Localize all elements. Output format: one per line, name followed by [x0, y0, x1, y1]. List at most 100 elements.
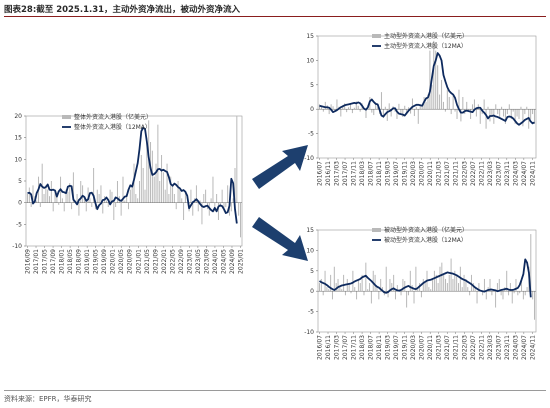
bar [491, 109, 493, 117]
x-tick-label: 2024/11 [529, 161, 536, 186]
bar [82, 185, 84, 203]
x-tick-label: 2024/03 [512, 335, 519, 360]
bar [477, 104, 479, 110]
bar [458, 89, 460, 110]
plot-frame [317, 35, 537, 159]
bar [428, 287, 430, 292]
bar [409, 270, 411, 292]
x-tick-label: 2017/07 [342, 335, 349, 360]
x-tick-label: 2021/03 [436, 335, 443, 360]
bar [419, 104, 421, 110]
bar [422, 278, 424, 292]
bar [433, 270, 435, 292]
bar [509, 283, 511, 292]
bar [478, 283, 480, 292]
bar [461, 287, 463, 292]
x-tick-label: 2023/09 [203, 249, 210, 274]
bar [346, 109, 348, 113]
bar [385, 266, 387, 292]
bar [139, 181, 141, 203]
bar [83, 198, 85, 203]
bar [444, 109, 446, 112]
bar [192, 202, 194, 216]
source-note: 资料来源：EPFR，华泰研究 [4, 395, 92, 403]
bar [91, 202, 93, 207]
bar [232, 198, 234, 203]
arrow-down-right-icon [252, 217, 308, 261]
bar [36, 200, 38, 203]
bar [157, 124, 159, 203]
bar [372, 270, 374, 292]
x-tick-label: 2023/01 [186, 249, 193, 274]
bar [458, 283, 460, 292]
x-tick-label: 2022/11 [478, 161, 485, 186]
bar [515, 278, 517, 292]
bar [452, 94, 454, 110]
bar [508, 291, 510, 296]
x-tick-label: 2020/01 [110, 249, 117, 274]
bar [394, 291, 396, 300]
x-tick-label: 2016/11 [325, 335, 332, 360]
x-tick-label: 2020/11 [427, 161, 434, 186]
bar [456, 274, 458, 292]
bar [522, 109, 524, 127]
bar [322, 109, 324, 112]
bar [382, 109, 384, 118]
bar [71, 202, 73, 210]
bar [450, 109, 452, 115]
x-tick-label: 2017/09 [50, 249, 57, 274]
bar [400, 291, 402, 296]
bar [175, 202, 177, 210]
bar [365, 109, 367, 118]
legend-bar-swatch [372, 34, 381, 38]
bar [446, 283, 448, 292]
bar [439, 94, 441, 110]
bar [39, 202, 41, 207]
bar [516, 109, 518, 117]
x-tick-label: 2022/05 [169, 249, 176, 274]
bar [361, 274, 363, 292]
legend-line-label: 被动型外资流入港股（12MA） [384, 236, 467, 244]
bar [407, 291, 409, 296]
bar [382, 287, 384, 292]
bar [462, 97, 464, 110]
bar [402, 278, 404, 292]
bar [389, 278, 391, 292]
bar [144, 189, 146, 203]
bar [109, 189, 111, 203]
x-tick-label: 2022/07 [470, 161, 477, 186]
x-tick-label: 2018/03 [359, 335, 366, 360]
y-tick-label: 10 [306, 247, 314, 254]
x-tick-label: 2017/11 [351, 335, 358, 360]
bar [50, 181, 52, 203]
bar [459, 266, 461, 292]
bar [530, 234, 532, 292]
x-tick-label: 2019/01 [84, 249, 91, 274]
bar [530, 109, 532, 119]
bar [400, 109, 402, 114]
x-tick-label: 2023/07 [495, 161, 502, 186]
bar [432, 278, 434, 292]
bar [183, 202, 185, 220]
bar [356, 291, 358, 300]
y-tick-label: 5 [310, 268, 314, 275]
bar [394, 109, 396, 112]
bar [520, 106, 522, 110]
figure-label: 图表28: [4, 5, 37, 15]
bar [373, 109, 375, 116]
bar [467, 287, 469, 292]
bar [371, 109, 373, 113]
x-tick-label: 2019/03 [385, 335, 392, 360]
bar [126, 194, 128, 203]
bar [341, 289, 343, 292]
bar [363, 291, 365, 296]
bar [162, 172, 164, 203]
bar [184, 191, 186, 203]
bar [87, 187, 89, 203]
bar [105, 200, 107, 203]
bar [155, 163, 157, 203]
bar [217, 202, 219, 220]
bar [348, 283, 350, 292]
bar [54, 189, 56, 203]
